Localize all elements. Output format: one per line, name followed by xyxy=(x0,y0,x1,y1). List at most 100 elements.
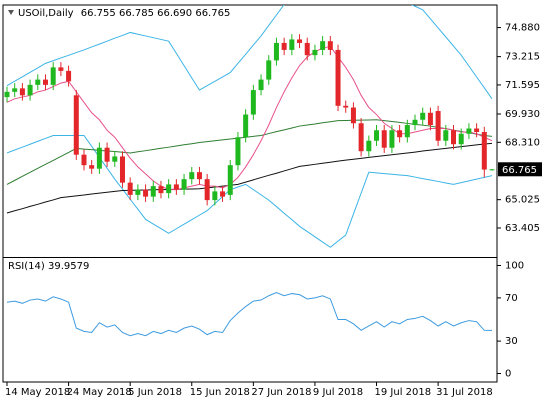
candle-body xyxy=(35,79,41,85)
x-tick-label: 5 Jun 2018 xyxy=(128,387,182,398)
rsi-label: RSI(14) 39.9579 xyxy=(8,261,89,272)
header-low: 66.690 xyxy=(157,8,192,19)
candle-body xyxy=(397,130,403,138)
overlay-line xyxy=(6,45,493,191)
x-tick-label: 24 May 2018 xyxy=(67,387,132,398)
y-tick-label: 69.930 xyxy=(505,109,540,120)
last-price-box xyxy=(498,162,542,177)
y-tick-label: 71.595 xyxy=(505,80,540,91)
candle-body xyxy=(304,42,310,56)
candle-body xyxy=(104,147,110,162)
candle-body xyxy=(327,41,333,50)
overlay-line xyxy=(6,5,493,100)
candle-body xyxy=(420,112,426,120)
candle-body xyxy=(389,130,395,148)
x-tick-label: 31 Jul 2018 xyxy=(436,387,493,398)
candle-body xyxy=(358,123,364,152)
candle-body xyxy=(135,189,141,195)
candle-body xyxy=(412,119,418,126)
overlay-line xyxy=(6,134,493,248)
symbol-icon xyxy=(8,10,14,15)
candle-body xyxy=(443,130,449,141)
candle-body xyxy=(250,90,256,115)
candle-body xyxy=(89,165,95,169)
candle-body xyxy=(297,39,303,43)
chart-header: USOil,Daily 66.755 66.785 66.690 66.765 xyxy=(18,8,230,19)
candle-body xyxy=(42,79,48,85)
candle-body xyxy=(374,130,380,141)
candle-body xyxy=(266,60,272,80)
y-tick-label: 70 xyxy=(505,293,518,304)
candle-body xyxy=(212,191,218,201)
overlay-line xyxy=(6,119,493,185)
candle-body xyxy=(127,182,133,195)
candle-body xyxy=(204,179,210,201)
header-open: 66.755 xyxy=(81,8,116,19)
candle-body xyxy=(381,130,387,148)
plot-frame xyxy=(2,4,498,383)
y-tick-label: 74.880 xyxy=(505,23,540,34)
candle-body xyxy=(427,112,433,126)
y-tick-label: 0 xyxy=(505,369,511,380)
header-close: 66.765 xyxy=(195,8,230,19)
candle-body xyxy=(189,172,195,180)
candle-body xyxy=(312,49,318,56)
candle-body xyxy=(235,137,241,166)
candle-body xyxy=(489,169,495,171)
rsi-panel xyxy=(6,291,493,337)
y-tick-label: 63.405 xyxy=(505,223,540,234)
price-panel xyxy=(4,5,495,248)
y-tick-label: 65.025 xyxy=(505,195,540,206)
candle-body xyxy=(451,130,457,145)
candle-body xyxy=(158,186,164,194)
candle-body xyxy=(66,70,72,82)
candle-body xyxy=(458,133,464,145)
candle-body xyxy=(50,67,56,85)
candle-body xyxy=(81,154,87,166)
candle-body xyxy=(335,49,341,106)
candle-body xyxy=(289,39,295,50)
x-tick-label: 15 Jun 2018 xyxy=(190,387,250,398)
candle-body xyxy=(435,111,441,141)
header-high: 66.785 xyxy=(119,8,154,19)
x-tick-label: 9 Jul 2018 xyxy=(313,387,363,398)
y-tick-label: 100 xyxy=(505,260,524,271)
candle-body xyxy=(19,88,25,96)
last-price-label: 66.765 xyxy=(502,165,537,176)
candle-body xyxy=(112,156,118,162)
candle-body xyxy=(173,184,179,190)
candle-body xyxy=(343,105,349,108)
candle-body xyxy=(143,189,149,197)
rsi-line xyxy=(6,291,493,337)
candle-body xyxy=(166,184,172,194)
candle-body xyxy=(281,42,287,50)
candle-body xyxy=(481,132,487,170)
candle-body xyxy=(96,147,102,169)
candle-body xyxy=(119,156,125,183)
candle-body xyxy=(474,128,480,132)
x-tick-label: 14 May 2018 xyxy=(5,387,70,398)
axes: 74.880 73.215 71.595 69.930 68.310 65.025 63.4… xyxy=(5,23,542,398)
candle-body xyxy=(196,172,202,180)
candle-body xyxy=(73,95,79,155)
candle-body xyxy=(58,67,64,71)
y-tick-label: 68.310 xyxy=(505,137,540,148)
candle-body xyxy=(243,114,249,138)
candle-body xyxy=(27,84,33,96)
symbol: USOil,Daily xyxy=(18,8,74,19)
candle-body xyxy=(181,179,187,190)
rsi-last-value: 39.9579 xyxy=(48,261,89,272)
candle-body xyxy=(220,191,226,197)
candle-body xyxy=(320,41,326,50)
rsi-title: RSI(14) xyxy=(8,261,45,272)
candle-body xyxy=(466,128,472,134)
x-tick-label: 19 Jul 2018 xyxy=(375,387,432,398)
candle-body xyxy=(366,140,372,152)
candle-body xyxy=(258,79,264,91)
candle-body xyxy=(12,88,18,92)
candle-body xyxy=(150,186,156,197)
y-tick-label: 30 xyxy=(505,336,518,347)
candle-body xyxy=(227,165,233,195)
